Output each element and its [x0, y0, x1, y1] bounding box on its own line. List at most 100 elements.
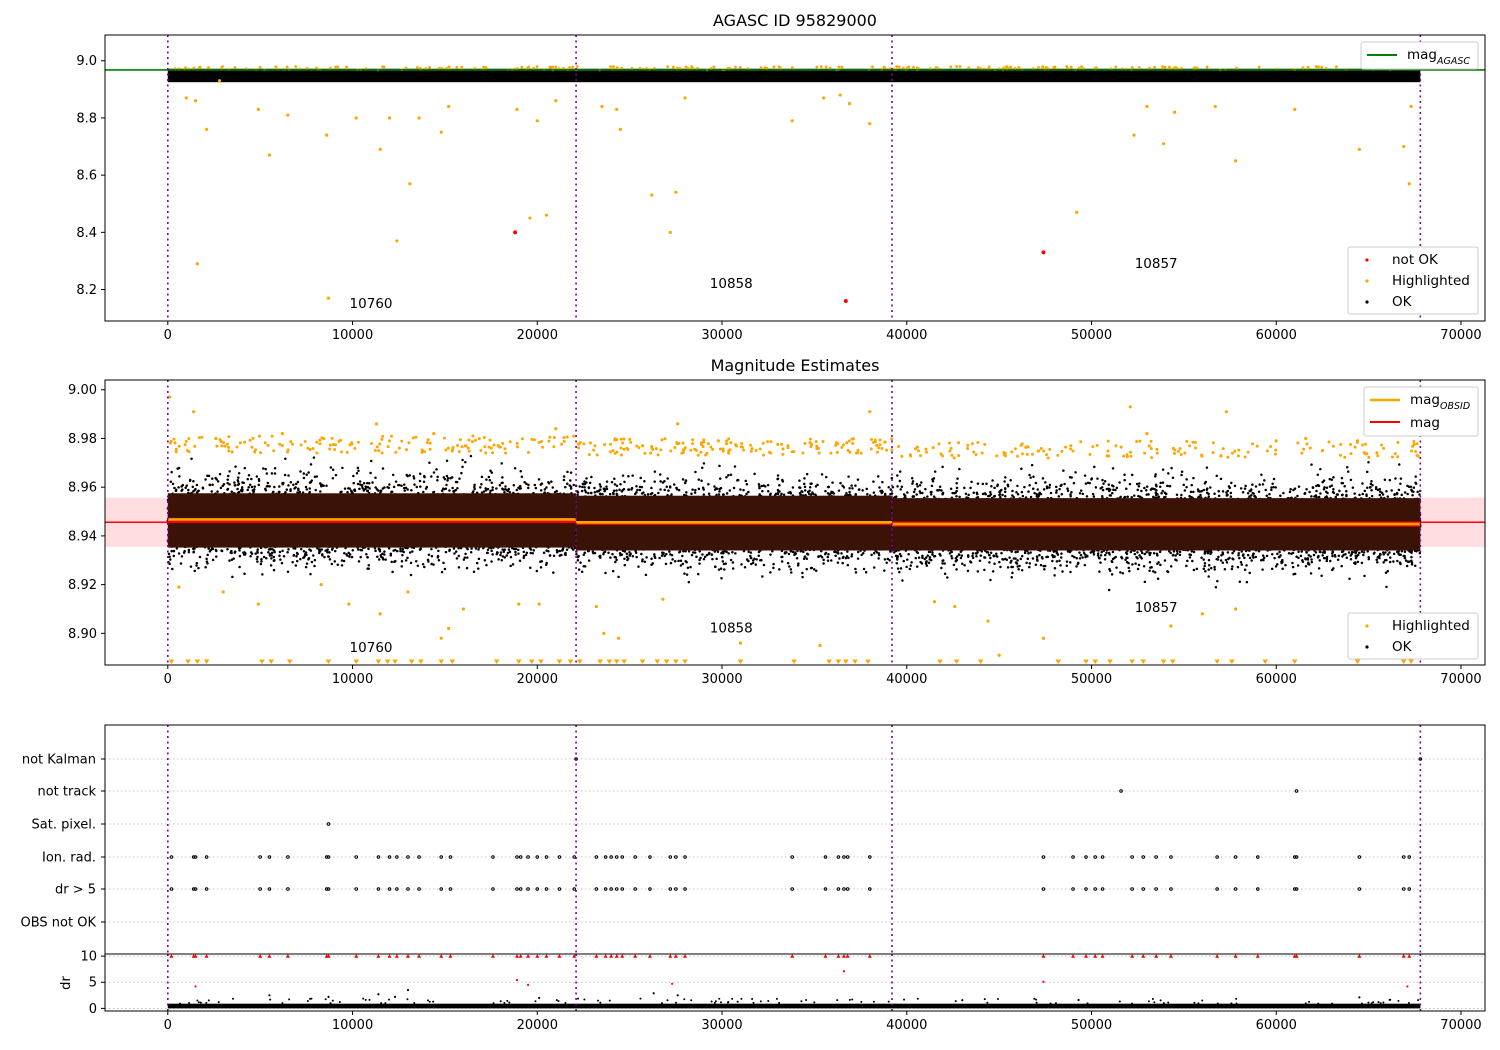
ok-point	[347, 551, 350, 555]
ok-point	[257, 483, 261, 487]
ok-point	[885, 561, 888, 565]
highlighted-point	[1114, 65, 1118, 69]
highlighted-point	[906, 66, 909, 70]
ok-point	[305, 488, 309, 491]
ok-point	[287, 548, 290, 551]
highlighted-point	[1334, 65, 1338, 69]
ok-point	[286, 551, 289, 554]
ok-point	[236, 480, 240, 483]
ok-point	[409, 573, 413, 577]
ok-point	[352, 481, 355, 485]
ok-point	[533, 483, 537, 487]
highlighted-point	[1163, 65, 1167, 69]
ok-point	[514, 547, 518, 551]
highlighted-point	[1080, 65, 1083, 69]
ok-point	[545, 486, 548, 489]
ok-point	[454, 550, 458, 553]
ok-point	[501, 481, 504, 485]
ok-point	[302, 550, 306, 553]
ok-point	[264, 487, 267, 491]
highlighted-point	[460, 65, 464, 69]
highlighted-point	[575, 65, 579, 68]
ok-point	[390, 490, 393, 494]
ok-point	[486, 551, 489, 555]
ok-point	[564, 485, 567, 489]
highlighted-point	[482, 65, 486, 69]
ok-point	[445, 483, 448, 487]
highlighted-point	[618, 127, 623, 131]
ok-point	[243, 572, 246, 575]
ok-point	[182, 551, 186, 554]
ok-point	[422, 490, 425, 494]
ok-point	[219, 486, 223, 490]
highlighted-point	[1132, 133, 1136, 137]
ok-point	[357, 469, 360, 472]
ok-point	[477, 557, 481, 561]
ok-point	[460, 471, 463, 475]
ok-point	[500, 559, 504, 562]
ok-point	[262, 555, 266, 559]
ok-point	[444, 550, 448, 554]
highlighted-point	[345, 65, 348, 69]
highlighted-point	[671, 65, 675, 69]
ok-point	[456, 486, 459, 490]
ok-point	[365, 553, 368, 556]
ok-point	[284, 457, 287, 461]
x-tick-label: 0	[164, 328, 172, 343]
ok-point	[287, 474, 290, 477]
ok-point	[505, 554, 508, 557]
ok-point	[358, 480, 362, 483]
ok-point	[329, 466, 333, 469]
ok-point	[504, 485, 507, 488]
ok-point	[313, 475, 317, 478]
obsid-label: 10760	[350, 296, 393, 312]
ok-point	[544, 563, 548, 566]
ok-point	[230, 558, 234, 561]
highlighted-point	[515, 107, 519, 111]
ok-point	[249, 554, 252, 558]
ok-point	[278, 550, 282, 554]
ok-point	[381, 487, 385, 490]
highlighted-point	[193, 99, 198, 103]
ok-point	[180, 555, 184, 558]
ok-point	[318, 482, 322, 485]
ok-point	[204, 566, 207, 569]
agasc-panel-title: AGASC ID 95829000	[713, 11, 877, 30]
ok-point	[511, 563, 515, 566]
ok-point	[653, 470, 657, 473]
ok-point	[422, 480, 426, 484]
ok-point	[377, 547, 381, 551]
ok-point	[503, 548, 507, 551]
ok-point	[250, 477, 253, 481]
ok-point	[257, 479, 261, 483]
ok-point	[369, 471, 372, 475]
ok-point	[195, 564, 198, 567]
ok-point	[457, 554, 461, 558]
y-tick-label: 9.0	[76, 54, 97, 69]
highlighted-point	[1002, 66, 1005, 70]
y-tick-label: 8.4	[76, 226, 97, 241]
ok-point	[305, 553, 308, 557]
ok-point	[503, 556, 507, 559]
ok-point	[270, 557, 273, 560]
highlighted-point	[258, 65, 262, 69]
highlighted-point	[408, 182, 412, 186]
ok-point	[514, 550, 517, 554]
ok-point	[247, 473, 251, 477]
ok-point	[246, 477, 249, 481]
ok-point	[412, 477, 416, 480]
highlighted-point	[763, 66, 767, 69]
ok-point	[418, 479, 422, 483]
highlighted-point	[828, 66, 832, 70]
ok-point	[233, 481, 236, 484]
ok-point	[340, 564, 344, 567]
highlighted-point	[738, 65, 742, 69]
highlighted-point	[221, 65, 224, 68]
highlighted-point	[822, 96, 826, 100]
agasc-axes-frame	[104, 34, 1486, 322]
ok-point	[552, 571, 555, 574]
highlighted-point	[207, 66, 210, 69]
ok-point	[309, 572, 312, 576]
ok-point	[272, 559, 276, 562]
ok-point	[374, 549, 377, 553]
